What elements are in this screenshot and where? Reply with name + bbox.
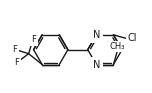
- Text: CH₃: CH₃: [109, 42, 125, 51]
- Text: F: F: [12, 45, 17, 54]
- Text: Cl: Cl: [127, 33, 136, 43]
- Text: N: N: [93, 30, 100, 40]
- Text: F: F: [31, 35, 36, 44]
- Text: F: F: [14, 58, 19, 67]
- Text: N: N: [93, 60, 100, 69]
